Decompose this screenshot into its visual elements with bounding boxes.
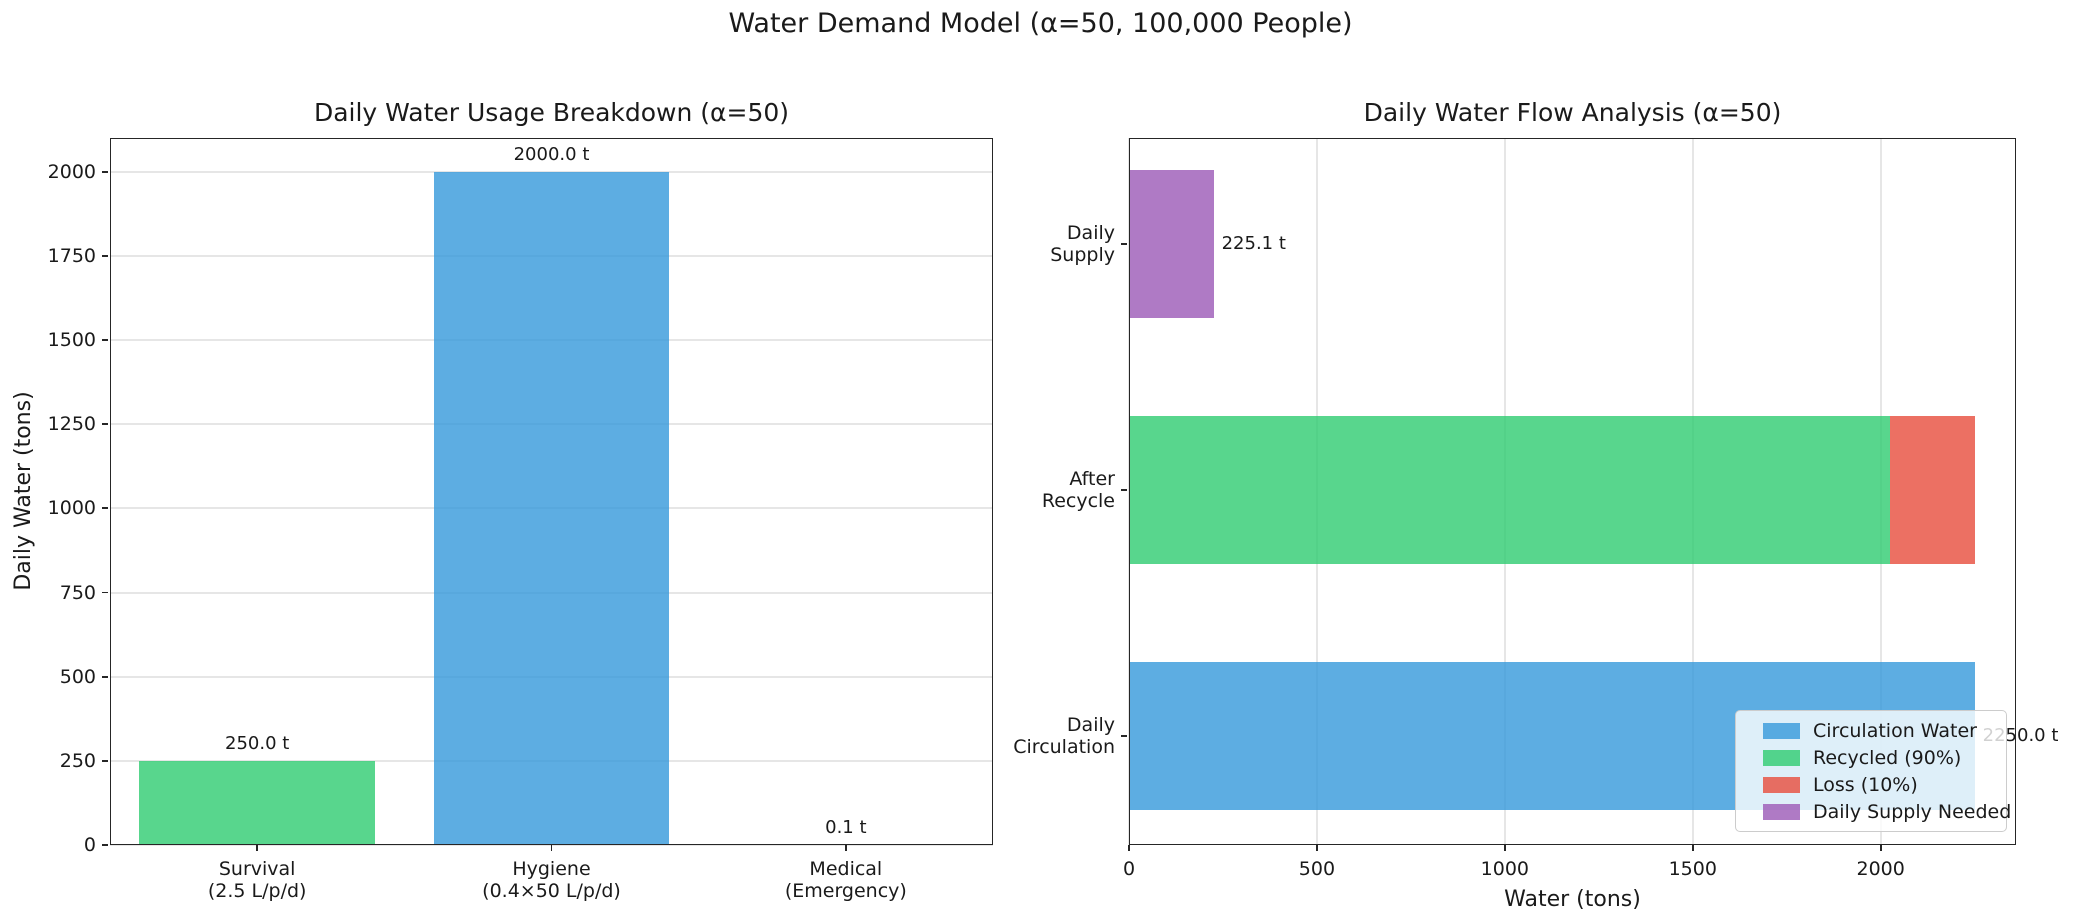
right-chart-title: Daily Water Flow Analysis (α=50) [1363, 98, 1782, 127]
y-tick-label-line: Circulation [1013, 736, 1115, 758]
x-tick-label: 500 [1298, 858, 1336, 880]
bar-segment [1129, 416, 1891, 564]
y-tick-label: 250 [59, 749, 96, 772]
right-chart-axes: 0 500 1000 1500 2000 225.1 t Daily Supply After R… [1013, 138, 2058, 880]
legend-entry: Circulation Water [1763, 717, 2006, 744]
y-axis-tick [1121, 735, 1127, 737]
x-tick-label-line: (Emergency) [784, 880, 907, 902]
y-tick-label-line: After [1069, 468, 1115, 490]
bar-value-label: 2000.0 t [513, 143, 590, 165]
y-tick-label-line: Daily [1066, 222, 1115, 244]
right-chart-x-axis-label: Water (tons) [1504, 887, 1641, 912]
bar-segment [1129, 170, 1214, 318]
bar [433, 171, 670, 845]
y-axis-tick [102, 339, 108, 341]
y-tick-label-line: Supply [1050, 244, 1115, 266]
y-tick-label: Daily Circulation [963, 714, 1115, 758]
y-axis-tick [1121, 489, 1127, 491]
x-tick-label: 0 [1122, 858, 1136, 880]
x-tick-label: 2000 [1856, 858, 1905, 880]
legend-label: Daily Supply Needed [1813, 800, 2012, 823]
x-tick-label: 1500 [1668, 858, 1717, 880]
legend-swatch [1763, 776, 1800, 793]
legend-entry: Loss (10%) [1763, 771, 2006, 798]
bar [139, 760, 375, 845]
x-axis-tick [1879, 845, 1882, 851]
y-tick-label-line: Recycle [1041, 490, 1115, 512]
y-tick-label: 750 [59, 581, 96, 604]
x-axis-tick [256, 845, 259, 851]
y-axis-tick [102, 254, 108, 257]
x-tick-label: Survival (2.5 L/p/d) [137, 858, 377, 902]
legend-swatch [1763, 803, 1800, 820]
x-tick-label: Medical (Emergency) [726, 858, 966, 902]
x-tick-label-line: Medical [809, 858, 883, 880]
x-tick-label-line: Survival [218, 858, 296, 880]
left-chart-axes: 0 250 500 750 1000 1250 1500 1750 2000 250.0 t Sur… [48, 138, 993, 902]
legend-label: Loss (10%) [1813, 773, 1918, 796]
y-axis-tick [102, 759, 108, 762]
x-tick-label: Hygiene (0.4×50 L/p/d) [432, 858, 672, 902]
y-axis-tick [102, 844, 108, 846]
legend-label: Circulation Water [1813, 719, 1977, 742]
left-chart-title: Daily Water Usage Breakdown (α=50) [313, 98, 790, 127]
figure-title: Water Demand Model (α=50, 100,000 People… [728, 8, 1353, 39]
x-axis-tick [844, 845, 847, 851]
x-tick-label-line: (2.5 L/p/d) [207, 880, 307, 902]
y-tick-label: 1750 [47, 244, 96, 267]
x-tick-label-line: Hygiene [512, 858, 591, 880]
y-tick-label: 1000 [47, 497, 96, 520]
x-axis-tick [1316, 845, 1318, 851]
legend-entry: Recycled (90%) [1763, 744, 2006, 771]
y-tick-label: 1500 [47, 329, 96, 351]
y-tick-label: 2000 [47, 160, 96, 183]
x-axis-tick [1128, 845, 1130, 851]
y-axis-tick [1121, 243, 1127, 245]
y-tick-label: 0 [83, 834, 96, 856]
legend-entry: Daily Supply Needed [1763, 798, 2011, 825]
legend: Circulation Water Recycled (90%) Loss (10%… [1735, 710, 2011, 832]
bar-segment [1890, 416, 1975, 564]
y-axis-tick [102, 675, 108, 678]
bar-value-label: 225.1 t [1221, 233, 1286, 254]
y-axis-tick [102, 423, 108, 426]
x-axis-tick [550, 845, 553, 851]
x-tick-label-line: (0.4×50 L/p/d) [482, 880, 621, 902]
y-tick-label: 500 [59, 665, 96, 688]
legend-swatch [1763, 722, 1800, 739]
y-tick-label: After Recycle [963, 468, 1115, 512]
legend-label: Recycled (90%) [1813, 746, 1962, 769]
y-tick-label: 1250 [47, 413, 96, 436]
y-tick-label-line: Daily [1066, 714, 1115, 736]
y-axis-tick [102, 591, 108, 594]
x-tick-label: 1000 [1480, 858, 1530, 880]
y-axis-tick [102, 170, 108, 173]
legend-swatch [1763, 749, 1800, 766]
bar-value-label: 250.0 t [225, 732, 290, 754]
x-axis-tick [1691, 845, 1694, 851]
x-axis-tick [1503, 845, 1506, 851]
bar-value-label: 0.1 t [825, 816, 867, 838]
y-axis-tick [102, 507, 108, 510]
y-tick-label: Daily Supply [963, 222, 1115, 266]
